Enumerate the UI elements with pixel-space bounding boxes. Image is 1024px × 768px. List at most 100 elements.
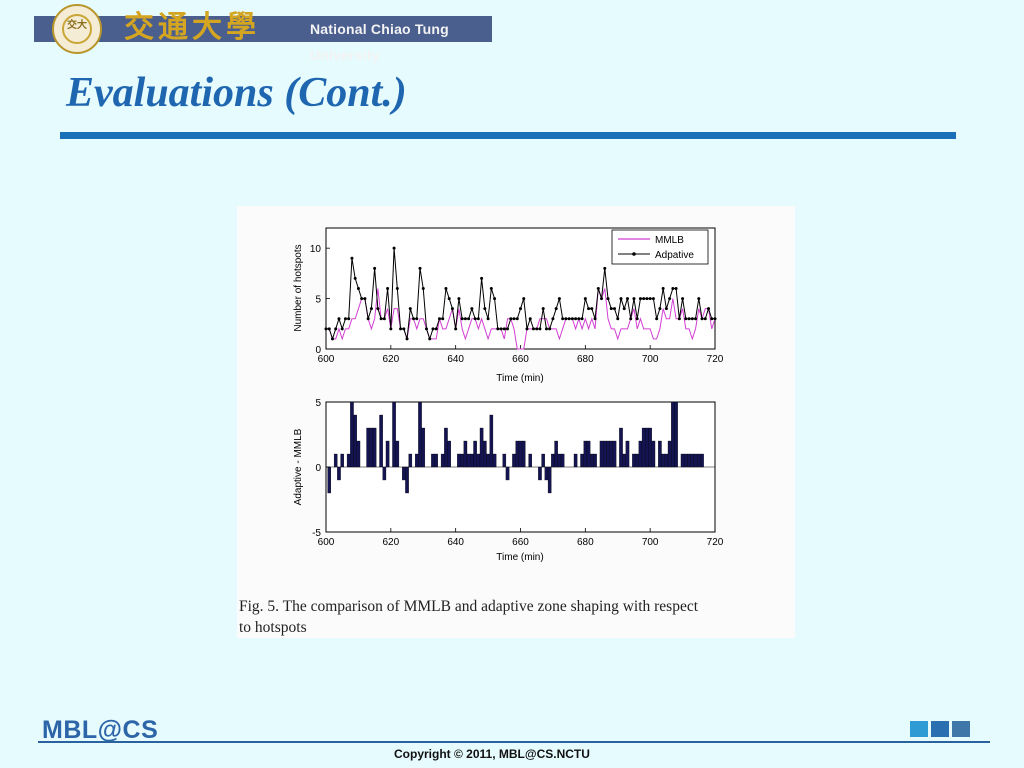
bottom-x-tick-label: 660: [512, 537, 529, 548]
adaptive-point: [369, 307, 373, 311]
difference-bar: [664, 453, 669, 468]
difference-bar: [612, 440, 617, 468]
difference-bar: [580, 453, 584, 468]
adaptive-point: [509, 317, 513, 321]
difference-bar: [505, 466, 510, 481]
adaptive-point: [557, 297, 561, 301]
seal-inner-ring: [62, 14, 92, 44]
difference-bar: [457, 453, 461, 468]
difference-bar: [353, 414, 357, 468]
difference-bar: [622, 453, 627, 468]
difference-bar: [502, 453, 507, 468]
difference-bar: [700, 453, 704, 468]
difference-bar: [356, 440, 361, 468]
adaptive-point: [470, 307, 474, 311]
adaptive-point: [635, 317, 639, 321]
adaptive-point: [431, 327, 435, 331]
difference-bar: [418, 401, 422, 468]
difference-bar: [395, 440, 400, 468]
difference-bar-chart: 600 620 640 660 680 700 720 -5 0 5 Time (min) Ada…: [293, 398, 724, 563]
difference-bar: [392, 401, 396, 468]
difference-bar: [492, 453, 497, 468]
adaptive-point: [437, 317, 441, 321]
adaptive-point: [528, 317, 532, 321]
difference-bar: [333, 453, 338, 468]
adaptive-point: [402, 327, 406, 331]
adaptive-point: [350, 256, 354, 260]
adaptive-point: [373, 266, 377, 270]
adaptive-point: [697, 297, 701, 301]
figure-caption: Fig. 5. The comparison of MMLB and adapt…: [239, 596, 791, 638]
adaptive-point: [681, 297, 685, 301]
adaptive-point: [645, 297, 649, 301]
adaptive-point: [525, 327, 529, 331]
adaptive-point: [694, 317, 698, 321]
title-divider: [60, 132, 956, 139]
adaptive-point: [499, 327, 503, 331]
adaptive-point: [486, 317, 490, 321]
difference-bar: [327, 466, 332, 494]
bottom-y-tick-label: 5: [315, 398, 321, 409]
adaptive-point: [343, 317, 347, 321]
adaptive-point: [713, 317, 717, 321]
difference-bar: [645, 427, 649, 468]
adaptive-point: [551, 317, 555, 321]
adaptive-point: [395, 287, 399, 290]
adaptive-point: [651, 297, 655, 301]
difference-bar: [385, 440, 390, 468]
adaptive-point: [600, 297, 604, 301]
legend-box: [611, 229, 709, 265]
difference-bar: [447, 440, 451, 468]
difference-bar: [609, 440, 614, 468]
adaptive-point: [421, 287, 425, 290]
adaptive-point: [616, 317, 620, 321]
adaptive-point: [327, 327, 331, 331]
adaptive-point: [677, 317, 681, 321]
difference-bar: [658, 440, 662, 468]
difference-bar: [684, 453, 688, 468]
adaptive-point: [405, 337, 409, 341]
adaptive-point: [330, 337, 334, 341]
adaptive-point: [502, 327, 506, 331]
footer-divider: [38, 741, 990, 743]
adaptive-point: [622, 307, 626, 311]
difference-bar: [460, 453, 464, 468]
top-x-tick-label: 700: [642, 354, 659, 365]
difference-bar: [421, 427, 426, 468]
adaptive-point: [548, 327, 552, 331]
top-y-tick-label: 0: [315, 345, 321, 356]
difference-bar: [528, 453, 532, 468]
difference-bar: [346, 453, 351, 468]
adaptive-point: [703, 317, 707, 321]
difference-bar: [463, 440, 468, 468]
adaptive-point: [356, 287, 360, 290]
adaptive-point: [324, 327, 328, 331]
difference-bar: [590, 453, 594, 468]
adaptive-point: [428, 337, 432, 341]
copyright-text: Copyright © 2011, MBL@CS.NCTU: [394, 747, 590, 761]
adaptive-point: [334, 327, 338, 331]
difference-bar: [680, 453, 685, 468]
difference-bar: [667, 440, 672, 468]
adaptive-point: [577, 317, 581, 321]
difference-bar: [547, 466, 552, 494]
difference-bar: [518, 440, 523, 468]
difference-bar: [687, 453, 691, 468]
difference-bar: [402, 466, 406, 481]
adaptive-point: [392, 246, 396, 250]
adaptive-point: [340, 327, 344, 331]
adaptive-point: [376, 307, 380, 311]
figure-panel: 600 620 640 660 680 700 720 0 5 10 MMLB Adpative …: [237, 206, 795, 638]
slide-title: Evaluations (Cont.): [66, 70, 407, 116]
difference-bar: [619, 427, 623, 468]
difference-bar: [560, 453, 565, 468]
adaptive-point: [447, 297, 451, 301]
difference-bar: [593, 453, 597, 468]
university-name: National Chiao Tung University: [310, 21, 449, 63]
top-x-tick-label: 640: [447, 354, 464, 365]
adaptive-point: [596, 287, 600, 290]
footer-square: [952, 721, 970, 737]
bottom-x-tick-label: 620: [382, 537, 399, 548]
difference-bar: [651, 440, 656, 468]
difference-bar: [483, 440, 487, 468]
